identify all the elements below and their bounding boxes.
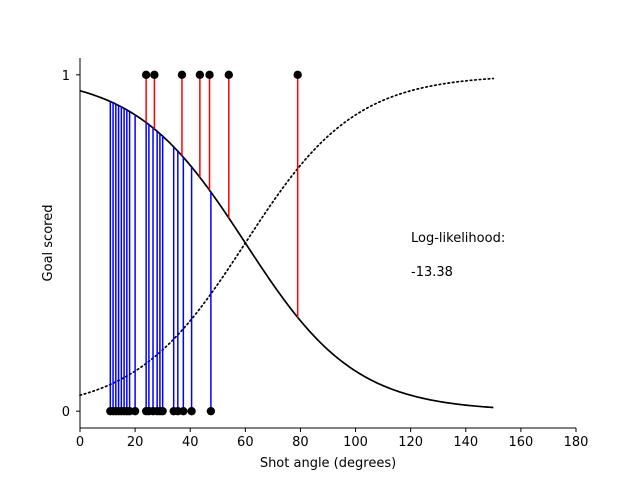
tick-layer: 0 20 40 60 80 100 120 140 160 180 0 1 bbox=[62, 69, 589, 450]
x-tick-label: 180 bbox=[564, 435, 589, 450]
miss-marker bbox=[179, 406, 188, 416]
x-tick-label: 100 bbox=[343, 435, 368, 450]
miss-marker bbox=[187, 406, 196, 416]
goal-marker bbox=[195, 70, 205, 80]
x-tick-label: 160 bbox=[508, 435, 533, 450]
miss-marker bbox=[206, 406, 216, 416]
goal-marker bbox=[177, 70, 187, 80]
y-tick-label: 1 bbox=[62, 69, 70, 84]
stem-layer bbox=[109, 74, 299, 412]
log-likelihood-title: Log-likelihood: bbox=[411, 231, 505, 246]
x-tick-label: 60 bbox=[237, 435, 254, 450]
goal-marker bbox=[224, 70, 233, 80]
goal-marker bbox=[205, 70, 214, 80]
x-axis-label: Shot angle (degrees) bbox=[260, 456, 396, 471]
x-tick-label: 40 bbox=[182, 435, 199, 450]
solid-curve bbox=[79, 89, 494, 409]
goal-marker bbox=[150, 70, 159, 80]
log-likelihood-value: -13.38 bbox=[411, 265, 453, 280]
x-tick-label: 120 bbox=[398, 435, 423, 450]
marker-layer bbox=[106, 70, 302, 416]
y-axis-label: Goal scored bbox=[41, 205, 56, 282]
axes-layer bbox=[79, 58, 576, 429]
goal-marker bbox=[141, 70, 151, 80]
miss-marker bbox=[130, 406, 140, 416]
miss-marker bbox=[158, 406, 167, 416]
x-tick-label: 80 bbox=[292, 435, 309, 450]
x-tick-label: 0 bbox=[76, 435, 84, 450]
goal-marker bbox=[293, 70, 302, 80]
x-tick-label: 20 bbox=[127, 435, 144, 450]
x-tick-label: 140 bbox=[453, 435, 478, 450]
y-tick-label: 0 bbox=[62, 405, 70, 420]
